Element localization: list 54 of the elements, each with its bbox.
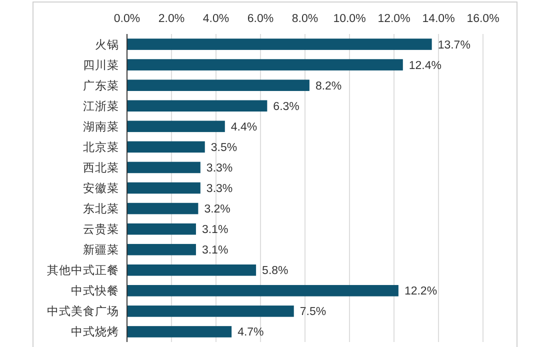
y-tick-label: 中式烧烤 — [71, 326, 119, 339]
data-label: 3.3% — [206, 162, 233, 174]
data-label: 5.8% — [262, 265, 288, 278]
bar — [127, 141, 205, 153]
data-label: 12.4% — [408, 60, 442, 72]
data-label: 3.5% — [210, 142, 238, 154]
x-tick-label: 2.0% — [158, 13, 185, 25]
data-label: 4.4% — [230, 121, 258, 134]
bar — [127, 38, 432, 50]
data-label: 7.5% — [300, 306, 326, 318]
data-label: 13.7% — [438, 39, 470, 52]
bar — [127, 182, 200, 194]
x-tick-label: 14.0% — [422, 13, 455, 25]
bar — [127, 223, 196, 235]
bar — [127, 100, 268, 112]
y-tick-label: 四川菜 — [83, 58, 119, 72]
bar — [127, 120, 225, 132]
x-tick-label: 10.0% — [333, 13, 366, 25]
y-tick-label: 新疆菜 — [83, 242, 119, 257]
data-label: 4.7% — [238, 326, 264, 339]
y-tick-label: 西北菜 — [83, 161, 119, 174]
bar — [127, 59, 403, 70]
x-tick-label: 16.0% — [466, 13, 500, 25]
y-tick-label: 云贵菜 — [83, 223, 119, 236]
x-tick-label: 0.0% — [114, 13, 140, 25]
y-tick-label: 湖南菜 — [83, 120, 119, 134]
data-label: 8.2% — [315, 80, 342, 92]
y-tick-label: 其他中式正餐 — [47, 264, 119, 278]
bar — [127, 80, 310, 91]
y-tick-label: 广东菜 — [83, 78, 119, 92]
x-tick-label: 4.0% — [202, 13, 230, 25]
x-tick-label: 8.0% — [292, 13, 318, 25]
x-tick-label: 12.0% — [378, 13, 410, 25]
y-tick-label: 安徽菜 — [83, 181, 119, 195]
bar — [127, 244, 196, 256]
data-label: 3.3% — [206, 183, 233, 195]
data-label: 12.2% — [404, 286, 438, 298]
bar — [127, 285, 398, 296]
bar — [127, 202, 198, 214]
data-label: 3.2% — [204, 204, 230, 216]
y-tick-label: 北京菜 — [83, 140, 119, 154]
y-tick-label: 中式快餐 — [71, 284, 119, 298]
bar — [127, 162, 200, 174]
y-tick-label: 东北菜 — [83, 202, 119, 216]
y-tick-label: 中式美食广场 — [47, 304, 119, 318]
y-tick-label: 江浙菜 — [83, 100, 119, 113]
data-label: 3.1% — [202, 244, 228, 257]
x-tick-label: 6.0% — [247, 13, 274, 25]
y-tick-label: 火锅 — [95, 38, 119, 52]
bar — [127, 326, 232, 338]
data-label: 3.1% — [202, 224, 228, 236]
bar — [127, 264, 256, 276]
data-label: 6.3% — [273, 100, 300, 113]
bar — [127, 306, 294, 317]
